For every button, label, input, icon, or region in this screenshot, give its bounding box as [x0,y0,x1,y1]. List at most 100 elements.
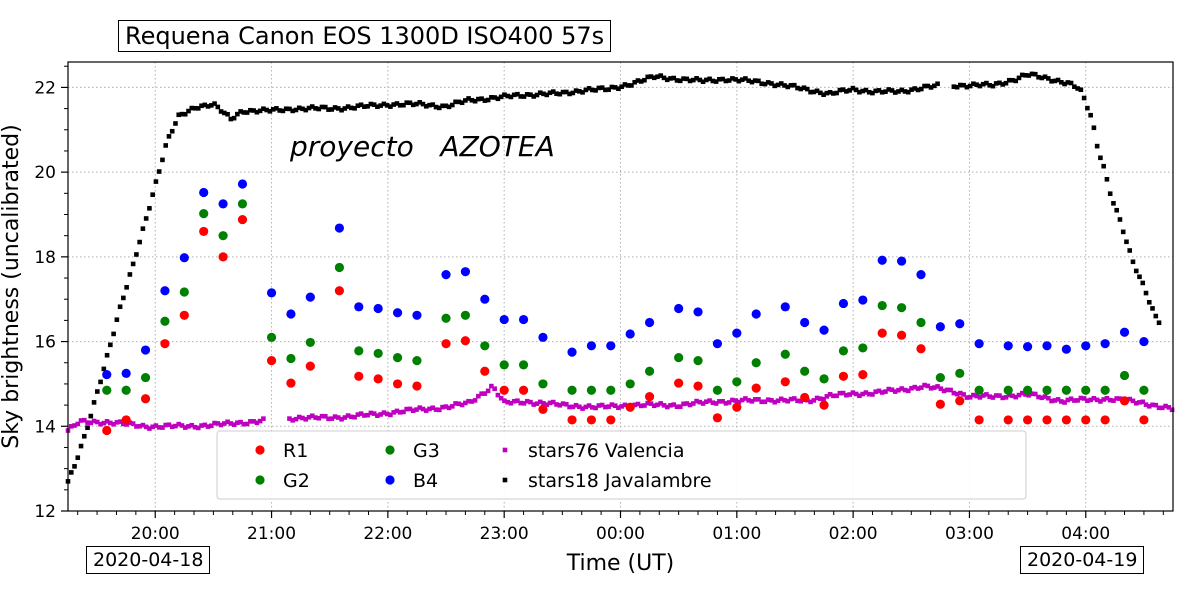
data-point [365,104,370,109]
data-point [404,406,410,412]
data-point [397,410,403,415]
data-point [160,157,165,163]
data-point [134,252,139,257]
data-point [780,377,790,387]
data-point [111,422,116,427]
data-point [440,103,445,109]
data-point [1130,259,1136,265]
data-point [98,421,103,427]
data-point [749,79,755,85]
data-point [954,84,960,90]
data-point [980,393,986,398]
data-point [1081,95,1087,101]
data-point [436,105,442,111]
data-point [606,415,616,425]
data-point [195,106,201,111]
data-point [892,389,898,394]
data-point [1153,313,1159,319]
data-point [596,85,602,91]
data-point [225,419,230,425]
data-point [309,413,315,419]
data-point [1042,415,1052,425]
data-point [879,89,885,95]
data-point [912,384,918,390]
data-point [1104,176,1110,182]
data-point [173,121,178,126]
data-point [1010,77,1015,83]
data-point [1052,398,1058,403]
data-point [381,101,387,107]
data-point [1072,398,1077,403]
data-point [707,76,712,82]
legend-marker [385,445,395,455]
data-point [508,400,514,406]
data-point [518,314,529,325]
data-point [160,425,165,430]
data-point [492,95,497,100]
x-tick-label: 01:00 [712,524,761,544]
data-point [121,421,126,427]
data-point [1075,86,1080,91]
data-point [460,336,471,346]
data-point [286,378,296,388]
data-point [765,80,771,85]
data-point [644,317,655,328]
data-point [433,104,439,110]
data-point [378,412,383,417]
data-point [1046,76,1051,81]
data-point [241,421,247,427]
data-point [202,422,208,428]
data-point [668,403,673,408]
data-point [941,388,947,394]
data-point [186,424,191,429]
data-point [658,401,664,406]
data-point [785,398,791,404]
data-point [1098,399,1103,404]
data-point [160,286,170,296]
axis-ticks: 20:00 21:00 22:00 23:00 00:00 01:00 02:00 03:00… [34,65,1164,544]
data-point [877,328,887,338]
data-point [392,379,403,389]
data-point [147,426,152,431]
data-point [606,87,611,92]
data-point [756,397,761,402]
data-point [668,76,673,81]
y-tick-label: 20 [34,163,56,183]
data-point [751,358,761,368]
data-point [993,393,999,398]
data-point [801,85,807,91]
data-point [283,106,289,112]
data-point [775,82,781,88]
data-point [182,425,188,430]
data-point [935,81,940,87]
data-point [1140,399,1146,405]
legend-label: G2 [283,470,310,492]
data-point [586,403,592,408]
data-point [629,83,634,88]
data-point [102,370,112,380]
data-point [1032,391,1038,397]
data-point [1107,191,1113,196]
data-point [694,398,699,404]
data-point [254,109,260,115]
data-point [798,86,804,92]
data-point [101,420,107,426]
data-point [723,401,729,406]
data-point [430,102,436,107]
x-tick-label: 22:00 [363,524,412,544]
data-point [192,424,198,430]
data-point [1156,320,1162,326]
data-point [169,424,175,430]
data-point [244,110,250,115]
data-point [905,89,911,95]
data-point [567,347,577,357]
data-point [443,404,449,409]
data-point [743,76,748,81]
data-point [860,88,865,94]
data-point [964,395,970,400]
data-point [319,104,325,110]
data-point [625,379,635,389]
x-tick-label: 02:00 [829,524,878,544]
data-point [625,329,635,339]
data-point [710,78,716,84]
